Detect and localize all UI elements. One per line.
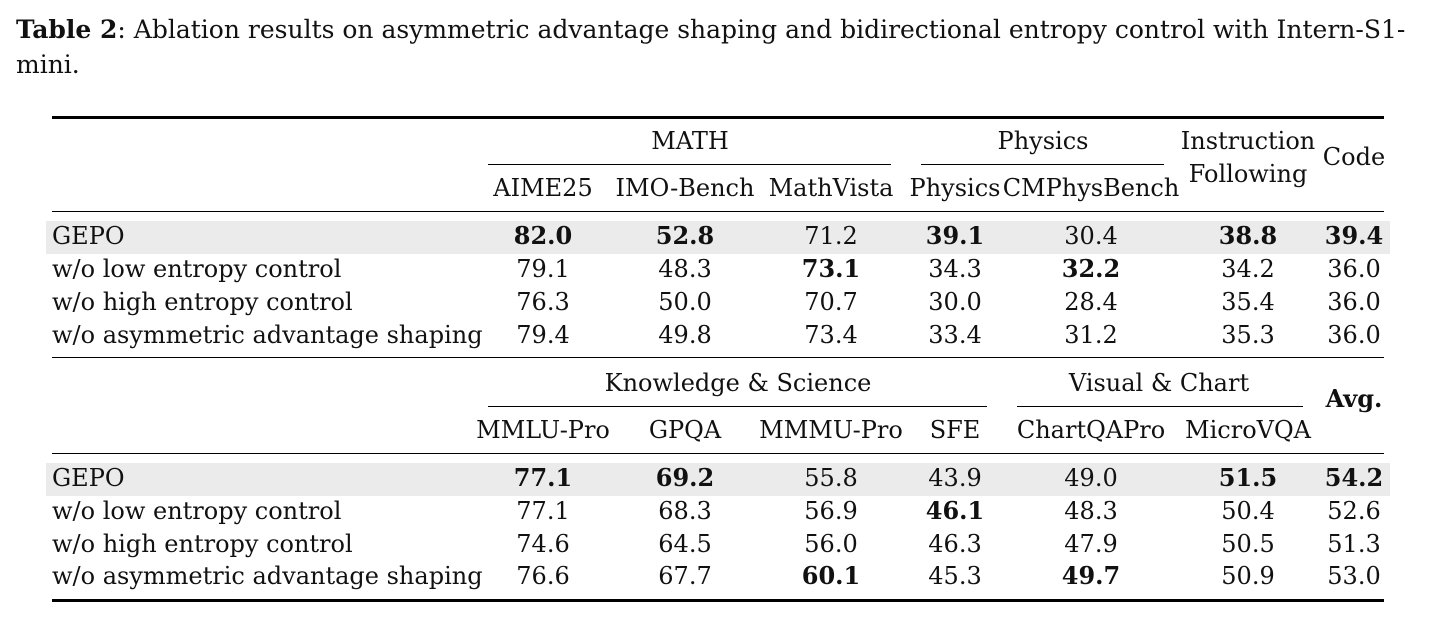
table-cell: 55.8 — [804, 464, 858, 492]
row-label: w/o asymmetric advantage shaping — [52, 321, 483, 349]
table-cell: 56.0 — [804, 530, 858, 558]
table-cell: 30.4 — [1064, 222, 1118, 250]
group-header-math: MATH — [651, 127, 729, 155]
group-underline-physics — [921, 164, 1164, 165]
group-header-knowledge-science: Knowledge & Science — [604, 369, 872, 397]
table-cell: 50.4 — [1221, 497, 1275, 525]
table-cell: 38.8 — [1218, 221, 1278, 250]
column-header-chartqapro: ChartQAPro — [1016, 416, 1166, 444]
row-label: w/o low entropy control — [52, 497, 342, 525]
row-label: GEPO — [52, 222, 125, 250]
group-header-visual-chart: Visual & Chart — [1068, 369, 1250, 397]
table-cell: 34.3 — [928, 255, 982, 283]
column-header-physics: Physics — [909, 174, 1001, 202]
column-header-sfe: SFE — [929, 416, 981, 444]
table-cell: 70.7 — [804, 288, 858, 316]
table-cell: 36.0 — [1327, 255, 1381, 283]
group-underline-visual — [1017, 406, 1303, 407]
table-cell: 51.5 — [1218, 463, 1278, 492]
column-header-mathvista: MathVista — [768, 174, 894, 202]
table-cell: 46.3 — [928, 530, 982, 558]
highlight-row — [46, 221, 1390, 254]
table-cell: 52.8 — [655, 221, 715, 250]
table-cell: 49.0 — [1064, 464, 1118, 492]
table-cell: 43.9 — [928, 464, 982, 492]
table-cell: 76.6 — [516, 562, 570, 590]
table-cell: 35.3 — [1221, 321, 1275, 349]
table-cell: 46.1 — [925, 496, 985, 525]
table-cell: 45.3 — [928, 562, 982, 590]
table-cell: 73.4 — [804, 321, 858, 349]
column-header-aime25: AIME25 — [493, 174, 593, 202]
table-cell: 74.6 — [516, 530, 570, 558]
table-cell: 69.2 — [655, 463, 715, 492]
table-cell: 49.7 — [1061, 561, 1121, 590]
table-caption: Table 2: Ablation results on asymmetric … — [16, 12, 1436, 82]
group-underline-knowledge — [488, 406, 987, 407]
column-header-cmphysbench: CMPhysBench — [1002, 174, 1180, 202]
table-cell: 82.0 — [513, 221, 573, 250]
table-cell: 54.2 — [1324, 463, 1384, 492]
mid-rule — [52, 357, 1384, 359]
table-cell: 71.2 — [804, 222, 858, 250]
group-header-code: Code — [1322, 143, 1386, 171]
header-rule-2 — [52, 453, 1384, 455]
caption-text: : Ablation results on asymmetric advanta… — [16, 15, 1406, 79]
table-cell: 50.5 — [1221, 530, 1275, 558]
table-cell: 79.4 — [516, 321, 570, 349]
table-cell: 30.0 — [928, 288, 982, 316]
table-cell: 39.4 — [1324, 221, 1384, 250]
header-rule — [52, 211, 1384, 213]
column-header-mmmu-pro: MMMU-Pro — [759, 416, 903, 444]
table-cell: 64.5 — [658, 530, 712, 558]
row-label: w/o low entropy control — [52, 255, 342, 283]
table-cell: 48.3 — [658, 255, 712, 283]
group-underline-math — [488, 164, 891, 165]
table-cell: 31.2 — [1064, 321, 1118, 349]
table-cell: 50.0 — [658, 288, 712, 316]
table-cell: 79.1 — [516, 255, 570, 283]
row-label: GEPO — [52, 464, 125, 492]
group-header-instruction-following: Instruction Following — [1180, 127, 1316, 188]
highlight-row — [46, 463, 1390, 496]
table-cell: 67.7 — [658, 562, 712, 590]
table-cell: 28.4 — [1064, 288, 1118, 316]
row-label: w/o asymmetric advantage shaping — [52, 562, 483, 590]
column-header-gpqa: GPQA — [648, 416, 722, 444]
column-header-microvqa: MicroVQA — [1185, 416, 1311, 444]
column-header-imo-bench: IMO-Bench — [615, 174, 755, 202]
table-cell: 77.1 — [513, 463, 573, 492]
table-cell: 32.2 — [1061, 254, 1121, 283]
table-cell: 68.3 — [658, 497, 712, 525]
table-cell: 50.9 — [1221, 562, 1275, 590]
table-cell: 33.4 — [928, 321, 982, 349]
table-cell: 73.1 — [801, 254, 861, 283]
group-header-avg: Avg. — [1325, 384, 1383, 413]
bottom-rule — [52, 599, 1384, 602]
top-rule — [52, 116, 1384, 119]
table-cell: 36.0 — [1327, 321, 1381, 349]
table-cell: 48.3 — [1064, 497, 1118, 525]
table-cell: 51.3 — [1327, 530, 1381, 558]
table-cell: 53.0 — [1327, 562, 1381, 590]
table-cell: 36.0 — [1327, 288, 1381, 316]
column-header-mmlu-pro: MMLU-Pro — [476, 416, 610, 444]
table-cell: 34.2 — [1221, 255, 1275, 283]
table-cell: 49.8 — [658, 321, 712, 349]
row-label: w/o high entropy control — [52, 530, 353, 558]
table-cell: 47.9 — [1064, 530, 1118, 558]
group-header-physics: Physics — [997, 127, 1089, 155]
row-label: w/o high entropy control — [52, 288, 353, 316]
caption-label: Table 2 — [16, 15, 118, 44]
table-cell: 35.4 — [1221, 288, 1275, 316]
table-cell: 52.6 — [1327, 497, 1381, 525]
table-cell: 60.1 — [801, 561, 861, 590]
table-cell: 39.1 — [925, 221, 985, 250]
table-cell: 76.3 — [516, 288, 570, 316]
table-cell: 77.1 — [516, 497, 570, 525]
table-cell: 56.9 — [804, 497, 858, 525]
